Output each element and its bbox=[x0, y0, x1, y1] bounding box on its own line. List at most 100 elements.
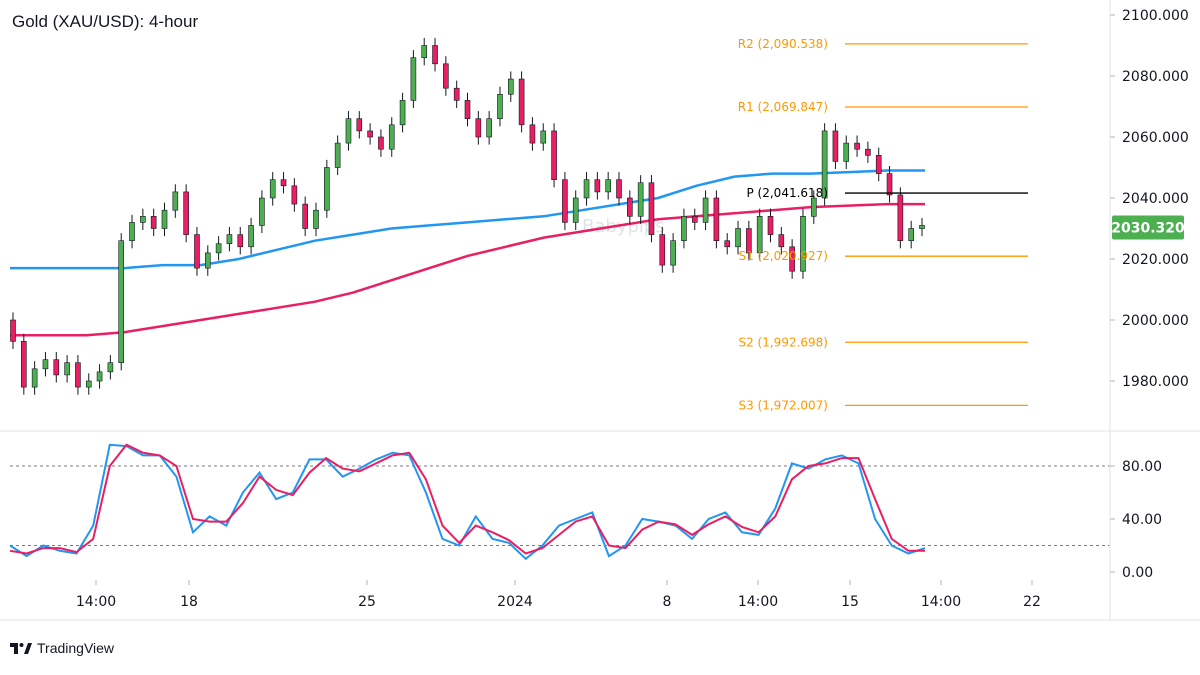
candle-body bbox=[150, 216, 157, 229]
candle bbox=[194, 226, 200, 276]
candle bbox=[778, 226, 785, 255]
candle-body bbox=[518, 78, 525, 126]
candle bbox=[432, 37, 438, 72]
candle bbox=[334, 135, 341, 176]
candle bbox=[713, 190, 720, 249]
candle bbox=[810, 190, 817, 224]
candle-body bbox=[378, 136, 384, 150]
osc-tick-label: 80.00 bbox=[1122, 459, 1162, 475]
candle-body bbox=[248, 225, 254, 248]
candle-body bbox=[140, 216, 146, 223]
candle-body bbox=[259, 197, 265, 226]
candle bbox=[497, 86, 503, 127]
candle bbox=[735, 220, 741, 255]
candle-body bbox=[627, 197, 633, 217]
candle bbox=[529, 117, 536, 151]
candle-body bbox=[605, 179, 611, 193]
candle-body bbox=[702, 197, 709, 223]
candle-body bbox=[53, 359, 60, 376]
candle bbox=[21, 333, 27, 395]
candle-body bbox=[464, 100, 471, 120]
price-tick-label: 1980.000 bbox=[1122, 374, 1189, 390]
candle-body bbox=[269, 179, 276, 199]
candle bbox=[356, 111, 363, 139]
candle-body bbox=[410, 57, 417, 101]
candle-body bbox=[237, 234, 244, 248]
candle bbox=[31, 361, 38, 395]
pivot-level-label: S1 (2,020.927) bbox=[738, 249, 828, 263]
candle bbox=[410, 50, 417, 109]
candle bbox=[670, 233, 676, 273]
stochastic-plot bbox=[9, 443, 1110, 561]
candle-body bbox=[118, 240, 125, 363]
candle-body bbox=[399, 100, 406, 126]
candle-body bbox=[810, 197, 817, 217]
candle bbox=[96, 364, 103, 389]
stochastic-k-line bbox=[9, 443, 926, 561]
candle-body bbox=[432, 45, 438, 65]
candle bbox=[832, 123, 839, 170]
pivot-level-label: S3 (1,972.007) bbox=[738, 398, 828, 412]
axes: 2100.000 2080.000 2060.000 2040.000 2020.000… bbox=[0, 0, 1200, 621]
time-tick-label: 18 bbox=[180, 594, 198, 610]
candle bbox=[226, 226, 233, 252]
candle-body bbox=[583, 179, 590, 199]
candle-body bbox=[129, 222, 135, 241]
candle-body bbox=[789, 246, 795, 272]
tradingview-logo: TradingView bbox=[10, 640, 114, 656]
time-tick-label: 15 bbox=[841, 594, 859, 610]
candle-body bbox=[367, 130, 373, 138]
candle bbox=[691, 208, 698, 231]
candle bbox=[572, 190, 579, 231]
candle bbox=[659, 226, 666, 273]
candle-body bbox=[443, 63, 449, 89]
candle bbox=[453, 80, 460, 109]
candle bbox=[507, 71, 514, 102]
chart-title: Gold (XAU/USD): 4-hour bbox=[12, 12, 198, 31]
candle-body bbox=[648, 182, 655, 235]
price-tick-label: 2060.000 bbox=[1122, 130, 1189, 146]
candle-body bbox=[875, 155, 882, 174]
candle-body bbox=[356, 118, 363, 132]
candle bbox=[854, 135, 860, 157]
pivot-level-label: S2 (1,992.698) bbox=[738, 335, 828, 349]
candle bbox=[42, 352, 49, 377]
candle-body bbox=[529, 124, 536, 144]
candle bbox=[313, 202, 319, 237]
candle-body bbox=[183, 191, 189, 235]
candle-body bbox=[172, 191, 179, 211]
candle bbox=[302, 196, 308, 237]
candle-body bbox=[746, 228, 752, 254]
price-tick-label: 2020.000 bbox=[1122, 252, 1189, 268]
candle bbox=[129, 214, 135, 249]
candle-body bbox=[572, 197, 579, 223]
candle bbox=[583, 172, 590, 206]
candle-body bbox=[551, 130, 557, 180]
candle-body bbox=[919, 225, 925, 229]
candle-body bbox=[486, 118, 492, 138]
candle bbox=[421, 37, 428, 66]
candle-body bbox=[908, 228, 914, 241]
candle bbox=[746, 220, 752, 261]
candle bbox=[64, 355, 70, 383]
candle-body bbox=[865, 148, 871, 156]
candle bbox=[486, 111, 492, 145]
candle bbox=[702, 190, 709, 231]
candle bbox=[183, 184, 189, 243]
candle-body bbox=[897, 194, 904, 241]
candle-body bbox=[821, 130, 828, 199]
candle bbox=[172, 184, 179, 218]
candle bbox=[627, 190, 633, 224]
candle bbox=[378, 129, 384, 157]
candle bbox=[789, 239, 795, 279]
candle bbox=[324, 159, 330, 218]
candle bbox=[399, 92, 406, 133]
candle-body bbox=[215, 243, 222, 254]
candle-body bbox=[778, 234, 785, 248]
candle-body bbox=[832, 130, 839, 162]
candle-body bbox=[475, 118, 482, 138]
candle-body bbox=[886, 173, 893, 196]
candle bbox=[85, 373, 92, 395]
candle bbox=[291, 178, 298, 212]
